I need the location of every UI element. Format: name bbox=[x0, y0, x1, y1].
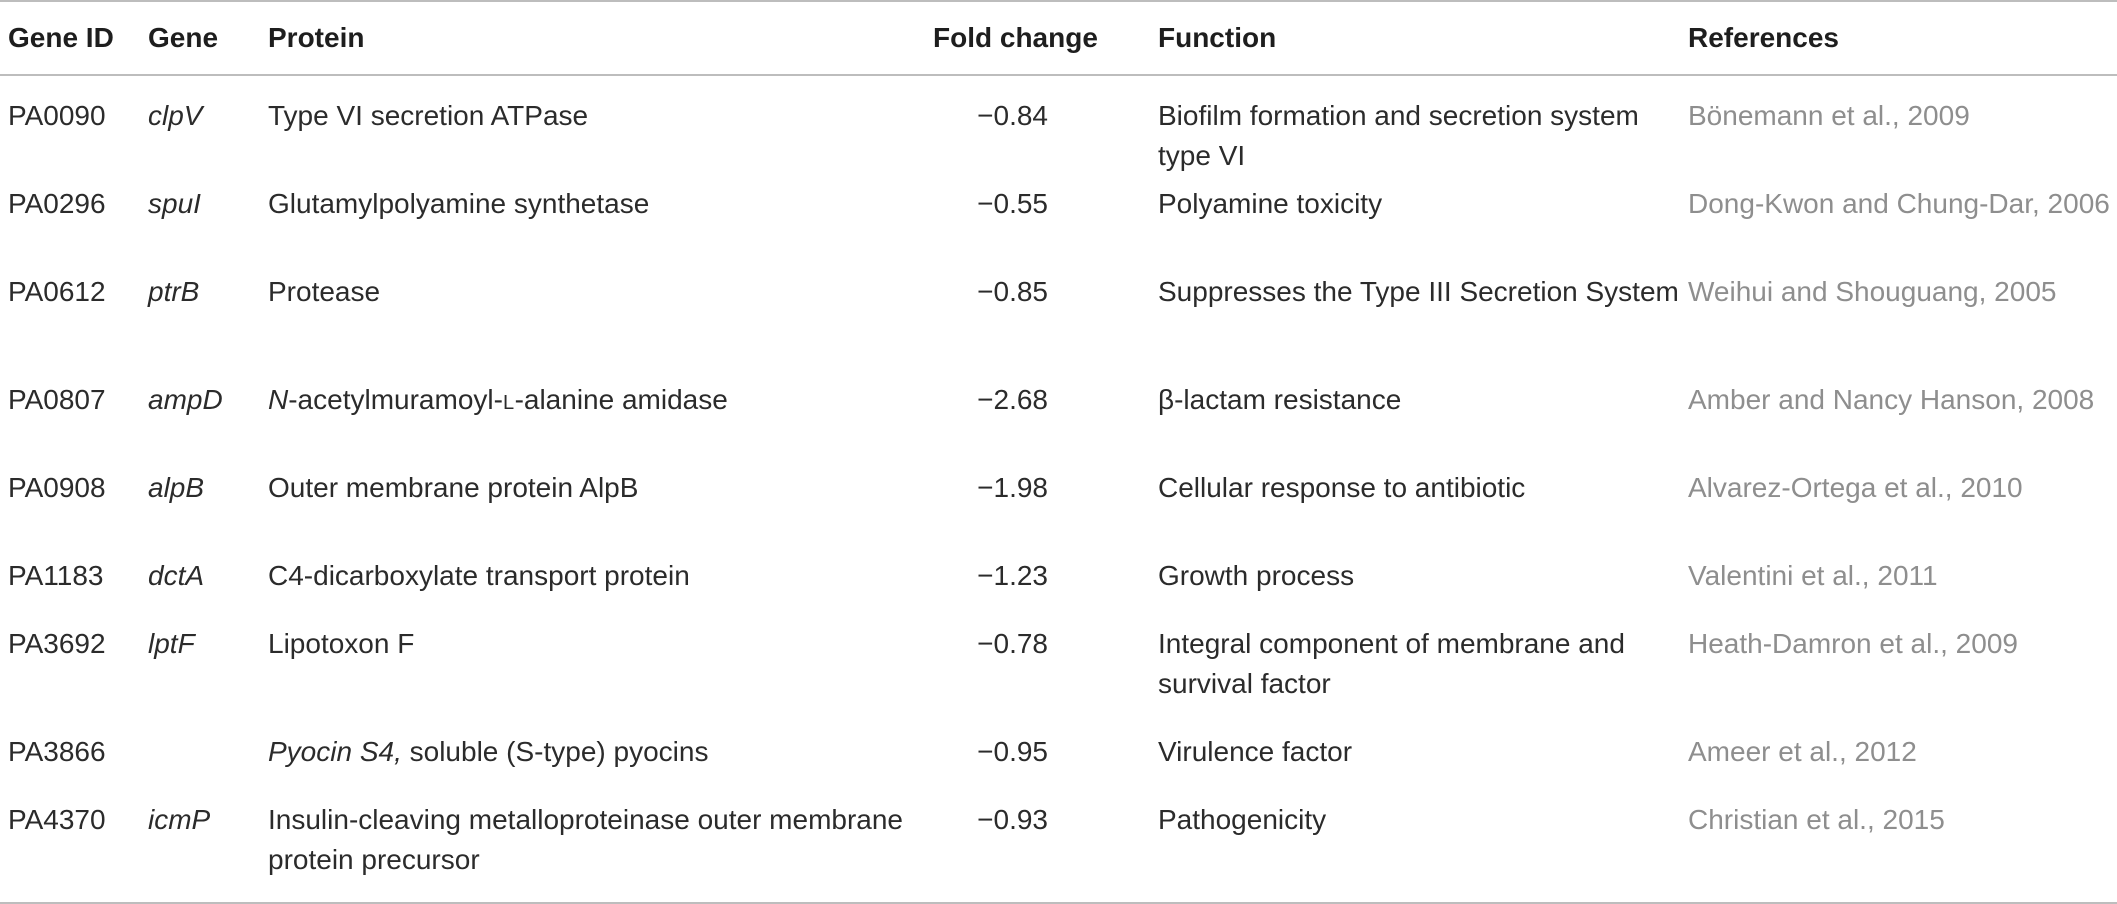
cell-protein: Glutamylpolyamine synthetase bbox=[268, 188, 650, 219]
cell-fold-change: −0.84 bbox=[977, 100, 1048, 131]
protein-rest: soluble (S-type) pyocins bbox=[401, 736, 709, 767]
cell-gene: ampD bbox=[148, 384, 223, 415]
table-row: PA0090 clpV Type VI secretion ATPase −0.… bbox=[0, 75, 2117, 184]
cell-protein: Protease bbox=[268, 276, 381, 307]
protein-smallcap: L bbox=[502, 392, 515, 414]
cell-function: β-lactam resistance bbox=[1158, 384, 1402, 415]
cell-fold-change: −1.98 bbox=[977, 472, 1048, 503]
table-row: PA4370 icmP Insulin-cleaving metalloprot… bbox=[0, 800, 2117, 904]
cell-gene-id: PA0807 bbox=[8, 384, 106, 415]
cell-function: Biofilm formation and secretion system t… bbox=[1158, 100, 1639, 171]
cell-gene-id: PA3866 bbox=[8, 736, 106, 767]
table-row: PA0296 spuI Glutamylpolyamine synthetase… bbox=[0, 184, 2117, 272]
cell-fold-change: −0.85 bbox=[977, 276, 1048, 307]
table-row: PA3692 lptF Lipotoxon F −0.78 Integral c… bbox=[0, 624, 2117, 712]
cell-protein: Outer membrane protein AlpB bbox=[268, 472, 639, 503]
header-references: References bbox=[1688, 0, 2117, 76]
cell-fold-change: −0.95 bbox=[977, 736, 1048, 767]
cell-fold-change: −0.78 bbox=[977, 628, 1048, 659]
cell-gene: ptrB bbox=[148, 276, 200, 307]
cell-gene-id: PA0090 bbox=[8, 100, 106, 131]
cell-reference: Heath-Damron et al., 2009 bbox=[1688, 628, 2018, 659]
cell-function: Polyamine toxicity bbox=[1158, 188, 1383, 219]
header-gene-id: Gene ID bbox=[0, 0, 148, 76]
table-row: PA1183 dctA C4-dicarboxylate transport p… bbox=[0, 536, 2117, 624]
cell-reference: Bönemann et al., 2009 bbox=[1688, 100, 1970, 131]
table-body: PA0090 clpV Type VI secretion ATPase −0.… bbox=[0, 75, 2117, 904]
cell-reference: Valentini et al., 2011 bbox=[1688, 560, 1938, 591]
cell-gene-id: PA3692 bbox=[8, 628, 106, 659]
cell-function: Cellular response to antibiotic bbox=[1158, 472, 1526, 503]
cell-fold-change: −1.23 bbox=[977, 560, 1048, 591]
cell-protein: Pyocin S4, soluble (S-type) pyocins bbox=[268, 712, 933, 800]
cell-gene: icmP bbox=[148, 800, 268, 904]
cell-function: Pathogenicity bbox=[1128, 800, 1688, 904]
cell-gene: lptF bbox=[148, 628, 195, 659]
protein-suffix: -alanine amidase bbox=[514, 384, 728, 415]
table-row: PA0612 ptrB Protease −0.85 Suppresses th… bbox=[0, 272, 2117, 360]
cell-protein: Insulin-cleaving metalloproteinase outer… bbox=[268, 800, 933, 904]
cell-function: Growth process bbox=[1158, 560, 1355, 591]
cell-reference: Weihui and Shouguang, 2005 bbox=[1688, 276, 2057, 307]
table-row: PA0807 ampD N-acetylmuramoyl-L-alanine a… bbox=[0, 360, 2117, 448]
table-row: PA3866 Pyocin S4, soluble (S-type) pyoci… bbox=[0, 712, 2117, 800]
cell-function: Suppresses the Type III Secretion System bbox=[1158, 276, 1679, 307]
cell-gene-id: PA1183 bbox=[8, 560, 104, 591]
cell-gene: dctA bbox=[148, 560, 205, 591]
cell-protein: Lipotoxon F bbox=[268, 628, 415, 659]
cell-gene bbox=[148, 712, 268, 800]
table-header: Gene ID Gene Protein Fold change Functio… bbox=[0, 0, 2117, 76]
cell-reference: Alvarez-Ortega et al., 2010 bbox=[1688, 472, 2023, 503]
header-row: Gene ID Gene Protein Fold change Functio… bbox=[0, 0, 2117, 76]
cell-fold-change: −0.93 bbox=[933, 800, 1128, 904]
cell-gene: clpV bbox=[148, 100, 203, 131]
table-row: PA0908 alpB Outer membrane protein AlpB … bbox=[0, 448, 2117, 536]
header-protein: Protein bbox=[268, 0, 933, 76]
cell-reference: Amber and Nancy Hanson, 2008 bbox=[1688, 384, 2095, 415]
cell-gene-id: PA4370 bbox=[0, 800, 148, 904]
header-gene: Gene bbox=[148, 0, 268, 76]
cell-gene: spuI bbox=[148, 188, 201, 219]
header-function: Function bbox=[1128, 0, 1688, 76]
cell-function: Virulence factor bbox=[1158, 736, 1353, 767]
cell-reference: Christian et al., 2015 bbox=[1688, 800, 2117, 904]
cell-protein: N-acetylmuramoyl-L-alanine amidase bbox=[268, 360, 933, 448]
cell-gene-id: PA0908 bbox=[8, 472, 106, 503]
cell-function: Integral component of membrane and survi… bbox=[1158, 628, 1625, 699]
cell-fold-change: −2.68 bbox=[977, 384, 1048, 415]
cell-gene-id: PA0296 bbox=[8, 188, 106, 219]
cell-protein: C4-dicarboxylate transport protein bbox=[268, 560, 690, 591]
cell-reference: Ameer et al., 2012 bbox=[1688, 736, 1917, 767]
protein-mid: -acetylmuramoyl- bbox=[288, 384, 503, 415]
protein-prefix: N bbox=[268, 384, 289, 415]
cell-protein: Type VI secretion ATPase bbox=[268, 100, 589, 131]
cell-reference: Dong-Kwon and Chung-Dar, 2006 bbox=[1688, 188, 2110, 219]
cell-fold-change: −0.55 bbox=[977, 188, 1048, 219]
cell-gene: alpB bbox=[148, 472, 205, 503]
header-fold-change: Fold change bbox=[933, 0, 1128, 76]
protein-italic: Pyocin S4, bbox=[268, 736, 402, 767]
cell-gene-id: PA0612 bbox=[8, 276, 106, 307]
